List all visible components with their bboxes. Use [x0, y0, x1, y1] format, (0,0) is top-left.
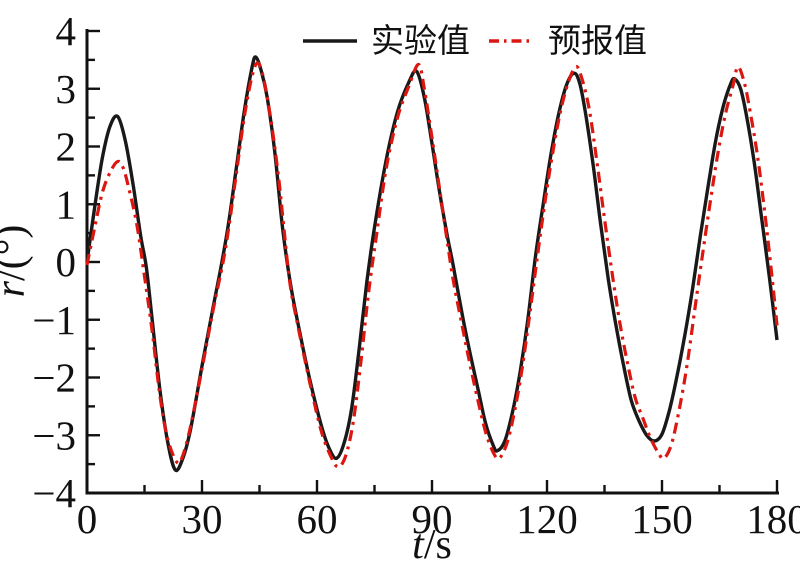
legend: 实验值 预报值 [303, 23, 647, 60]
x-tick-label: 120 [516, 496, 578, 542]
legend-item-experimental: 实验值 [303, 23, 470, 60]
x-tick-label: 180 [746, 496, 800, 542]
data-series [85, 55, 779, 473]
y-axis-title: r/(°) [0, 225, 34, 298]
y-tick-label: 0 [56, 239, 77, 285]
x-tick-label: 0 [77, 496, 98, 542]
legend-label: 实验值 [371, 23, 470, 60]
series-line-experimental [85, 55, 779, 473]
y-tick-label: 4 [56, 8, 77, 54]
axes: 0 30 60 90 120 150 180 4 3 2 1 0 −1 −2 −3 −4 [32, 8, 800, 542]
y-tick-label: −2 [32, 355, 76, 401]
x-tick-label: 60 [297, 496, 338, 542]
x-axis-title: t/s [412, 522, 452, 566]
y-tick-label: −4 [32, 470, 76, 516]
x-tick-label: 150 [631, 496, 693, 542]
legend-label: 预报值 [548, 23, 647, 60]
y-tick-label: 2 [56, 124, 77, 170]
series-line-predicted [85, 61, 779, 469]
y-tick-label: −3 [32, 412, 76, 458]
legend-item-predicted: 预报值 [489, 23, 647, 60]
x-tick-label: 90 [412, 496, 453, 542]
y-tick-label: −1 [32, 297, 76, 343]
y-tick-label: 1 [56, 181, 77, 227]
y-tick-label: 3 [56, 66, 77, 112]
x-tick-label: 30 [182, 496, 223, 542]
